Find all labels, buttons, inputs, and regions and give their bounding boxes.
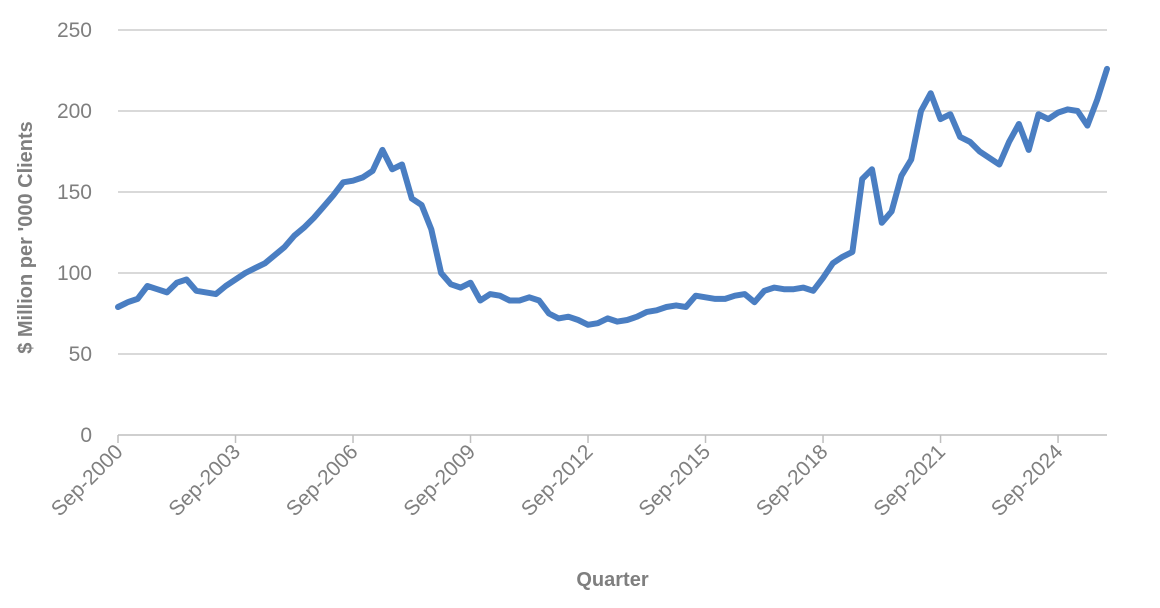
y-tick-label: 50 [69, 343, 92, 366]
x-axis-ticks: Sep-2000 Sep-2003 Sep-2006 Sep-2009 Sep-2012… [47, 440, 1068, 521]
y-tick-label: 200 [57, 100, 92, 123]
x-tick-label: Sep-2024 [987, 440, 1068, 521]
x-tick-label: Sep-2015 [634, 440, 715, 521]
x-tick-label: Sep-2009 [399, 440, 480, 521]
gridlines [118, 29, 1107, 355]
y-tick-label: 150 [57, 181, 92, 204]
x-tick-label: Sep-2003 [164, 440, 245, 521]
x-tick-label: Sep-2006 [282, 440, 363, 521]
y-tick-label: 250 [57, 19, 92, 42]
x-axis-tick-marks [117, 435, 1059, 443]
y-tick-label: 100 [57, 262, 92, 285]
y-axis-ticks: 0 50 100 150 200 250 [57, 19, 92, 447]
x-tick-label: Sep-2021 [869, 440, 950, 521]
x-axis-title: Quarter [576, 569, 648, 591]
x-tick-label: Sep-2000 [47, 440, 128, 521]
x-tick-label: Sep-2018 [752, 440, 833, 521]
x-tick-label: Sep-2012 [517, 440, 598, 521]
y-axis-title: $ Million per '000 Clients [15, 121, 37, 354]
y-tick-label: 0 [80, 424, 92, 447]
series-line [115, 65, 1110, 328]
